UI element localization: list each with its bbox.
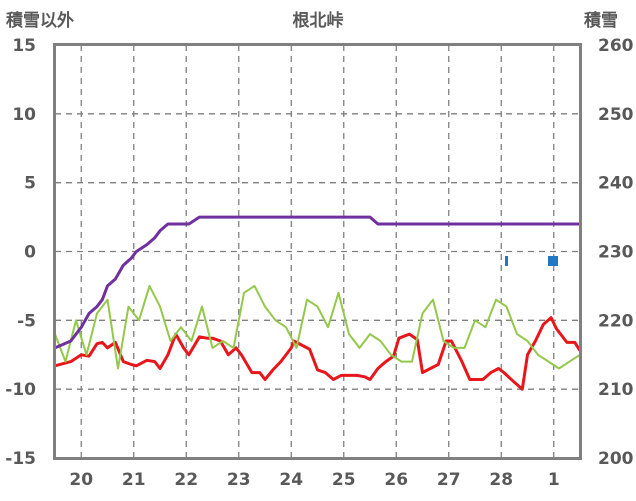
- right-tick-label: 230: [598, 243, 634, 263]
- plot-frame: [53, 43, 582, 460]
- x-tick-label: 1: [548, 470, 560, 490]
- right-tick-label: 250: [598, 105, 634, 125]
- right-tick-label: 210: [598, 380, 634, 400]
- right-tick-label: 200: [598, 449, 634, 469]
- left-tick-label: -10: [5, 380, 36, 400]
- right-axis-label: 積雪: [584, 10, 618, 31]
- x-axis-ticks: 20 21 22 23 24 25 26 27 28 1: [69, 470, 559, 490]
- data-marker: [548, 256, 558, 266]
- x-tick-label: 28: [489, 470, 513, 490]
- left-tick-label: 5: [24, 174, 36, 194]
- left-axis-ticks: 15 10 5 0 -5 -10 -15: [5, 36, 36, 469]
- left-tick-label: -5: [17, 311, 36, 331]
- x-tick-label: 21: [122, 470, 146, 490]
- series-line: [54, 316, 582, 391]
- series-line: [54, 215, 580, 350]
- x-tick-label: 22: [174, 470, 198, 490]
- x-tick-label: 20: [69, 470, 93, 490]
- right-tick-label: 260: [598, 36, 634, 56]
- grid: [55, 45, 580, 458]
- right-tick-label: 220: [598, 311, 634, 331]
- x-tick-label: 25: [332, 470, 356, 490]
- series-line: [54, 284, 581, 370]
- x-tick-label: 23: [227, 470, 251, 490]
- x-tick-label: 27: [437, 470, 461, 490]
- data-marker: [505, 256, 508, 266]
- left-tick-label: 10: [12, 105, 36, 125]
- left-tick-label: 0: [24, 243, 36, 263]
- series-group: [54, 215, 582, 391]
- right-axis-ticks: 260 250 240 230 220 210 200: [598, 36, 634, 469]
- chart-title: 根北峠: [293, 10, 344, 31]
- x-tick-label: 26: [384, 470, 408, 490]
- left-axis-label: 積雪以外: [6, 10, 74, 31]
- left-tick-label: 15: [12, 36, 36, 56]
- x-tick-label: 24: [279, 470, 303, 490]
- left-tick-label: -15: [5, 449, 36, 469]
- right-tick-label: 240: [598, 174, 634, 194]
